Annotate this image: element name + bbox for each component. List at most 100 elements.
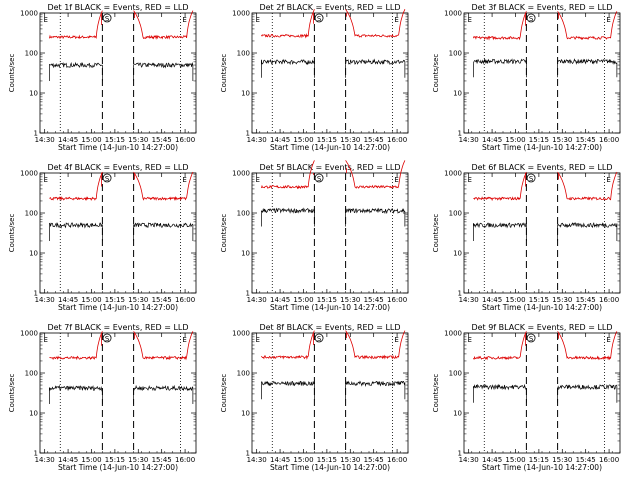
eclipse-label: E [182,16,186,24]
x-tick-label: 14:45 [482,296,502,304]
x-tick-label: 14:30 [247,296,267,304]
chart-panel: Det 5f BLACK = Events, RED = LLD 1 10 100 10… [220,160,409,312]
eclipse-label: E [44,336,48,344]
x-tick-label: 15:00 [505,136,525,144]
y-tick-label: 100 [237,50,250,58]
x-tick-label: 16:00 [599,136,619,144]
lld-series-line [133,331,194,361]
panel-title: Det 3f BLACK = Events, RED = LLD [471,3,612,12]
events-series-line [261,58,315,66]
x-tick-label: 15:45 [576,136,596,144]
panel-title: Det 4f BLACK = Events, RED = LLD [47,163,188,172]
lld-series-line [473,331,527,361]
lld-series-line [49,10,103,40]
x-tick-label: 15:30 [552,456,572,464]
x-tick-label: 15:30 [552,136,572,144]
lld-series-line [345,160,406,189]
saa-label: S [317,175,322,183]
plot-frame [463,172,621,294]
plot-frame [39,332,197,454]
eclipse-label: E [468,176,472,184]
x-tick-label: 14:30 [459,296,479,304]
y-tick-label: 100 [25,370,38,378]
saa-circle-marker [102,333,112,343]
eclipse-label: E [256,176,260,184]
x-tick-label: 14:30 [247,136,267,144]
panel-title: Det 6f BLACK = Events, RED = LLD [471,163,612,172]
x-tick-label: 15:00 [293,296,313,304]
x-tick-label: 14:30 [459,136,479,144]
y-tick-label: 100 [25,210,38,218]
x-tick-label: 16:00 [387,456,407,464]
chart-panel: Det 1f BLACK = Events, RED = LLD 1 10 100 10… [8,3,197,152]
events-series-line [345,380,406,387]
x-tick-label: 15:15 [317,456,337,464]
x-tick-label: 14:45 [482,136,502,144]
saa-label: S [105,15,110,23]
y-tick-label: 100 [237,210,250,218]
y-tick-label: 1000 [232,10,250,18]
x-tick-label: 14:45 [58,456,78,464]
x-axis-label: Start Time (14-Jun-10 14:27:00) [482,143,602,152]
saa-circle-marker [526,333,536,343]
x-tick-label: 14:30 [35,296,55,304]
events-series-line [345,207,406,215]
lld-series-line [557,171,618,201]
x-tick-label: 15:00 [81,296,101,304]
y-tick-label: 100 [25,50,38,58]
panel-title: Det 9f BLACK = Events, RED = LLD [471,323,612,332]
events-series-line [557,384,618,391]
x-tick-label: 14:30 [247,456,267,464]
events-series-line [261,207,315,214]
x-tick-label: 14:45 [270,296,290,304]
y-axis-label: Counts/sec [432,374,440,413]
eclipse-label: E [468,336,472,344]
y-tick-label: 1000 [232,330,250,338]
saa-label: S [105,175,110,183]
y-tick-label: 1000 [20,10,38,18]
y-tick-label: 1 [246,450,250,458]
lld-series-line [557,11,618,41]
y-tick-label: 10 [241,410,250,418]
events-series-line [49,222,103,229]
chart-panel: Det 4f BLACK = Events, RED = LLD 1 10 100 10… [8,163,197,312]
x-tick-label: 14:30 [35,456,55,464]
plot-frame [251,172,409,294]
chart-panel: Det 9f BLACK = Events, RED = LLD 1 10 100 10… [432,323,621,472]
x-tick-label: 15:45 [576,456,596,464]
y-tick-label: 1 [246,130,250,138]
lld-series-line [261,330,315,360]
y-tick-label: 100 [237,370,250,378]
x-tick-label: 15:00 [293,456,313,464]
chart-panel: Det 2f BLACK = Events, RED = LLD 1 10 100 10… [220,3,409,152]
y-tick-label: 1000 [232,170,250,178]
x-tick-label: 15:15 [529,296,549,304]
x-axis-label: Start Time (14-Jun-10 14:27:00) [270,463,390,472]
plot-frame [463,12,621,134]
saa-circle-marker [526,13,536,23]
y-tick-label: 1000 [444,10,462,18]
eclipse-label: E [394,176,398,184]
y-tick-label: 100 [449,50,462,58]
y-axis-label: Counts/sec [8,374,16,413]
plot-frame [463,332,621,454]
y-tick-label: 10 [453,90,462,98]
eclipse-label: E [468,16,472,24]
panel-title: Det 5f BLACK = Events, RED = LLD [259,163,400,172]
eclipse-label: E [182,176,186,184]
x-tick-label: 15:45 [364,136,384,144]
saa-circle-marker [314,173,324,183]
eclipse-label: E [606,16,610,24]
panel-title: Det 1f BLACK = Events, RED = LLD [47,3,188,12]
x-tick-label: 14:30 [459,456,479,464]
saa-circle-marker [314,13,324,23]
x-tick-label: 15:45 [152,296,172,304]
x-tick-label: 15:45 [364,296,384,304]
x-tick-label: 14:45 [58,296,78,304]
plot-frame [251,12,409,134]
saa-circle-marker [102,173,112,183]
y-tick-label: 1000 [20,330,38,338]
events-series-line [49,61,103,69]
x-tick-label: 16:00 [599,456,619,464]
